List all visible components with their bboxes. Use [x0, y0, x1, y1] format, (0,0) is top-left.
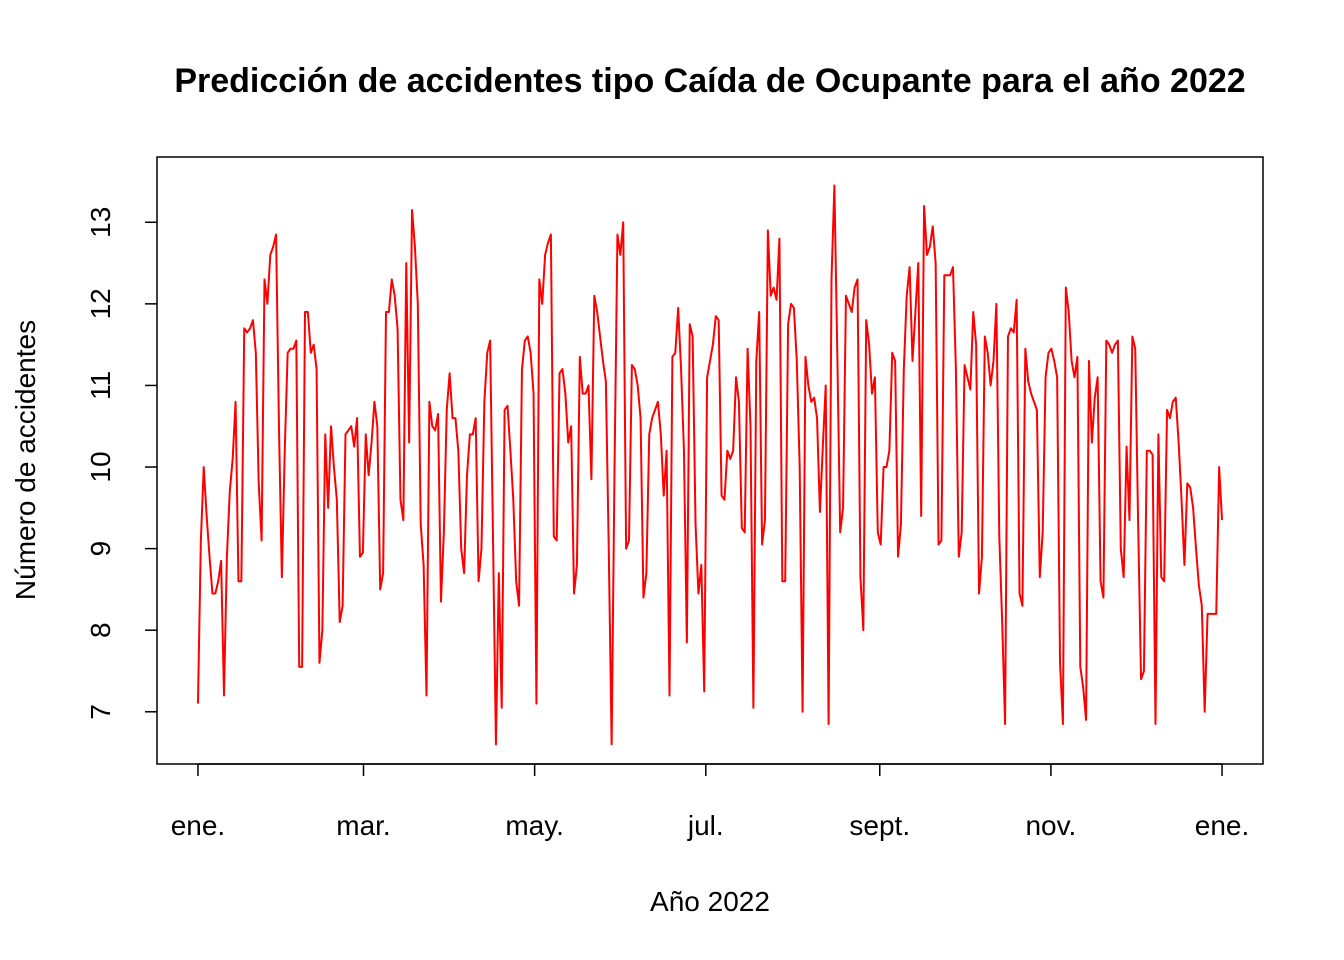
y-tick-label: 8	[85, 622, 116, 638]
y-tick-label: 7	[85, 704, 116, 720]
x-tick-label: sept.	[849, 810, 910, 841]
x-tick-label: mar.	[336, 810, 390, 841]
y-tick-label: 13	[85, 207, 116, 238]
plot-frame	[156, 156, 1264, 765]
y-tick-label: 9	[85, 541, 116, 557]
chart-title: Predicción de accidentes tipo Caída de O…	[174, 62, 1245, 100]
x-tick-label: may.	[505, 810, 564, 841]
y-tick-label: 12	[85, 288, 116, 319]
x-tick-label: ene.	[1195, 810, 1250, 841]
series-line-0	[196, 184, 1224, 746]
y-tick-label: 11	[85, 371, 116, 400]
y-axis: 7 8 9 10 11 12 13	[85, 207, 157, 720]
y-tick-label: 10	[85, 451, 116, 482]
plot-series	[196, 184, 1224, 746]
x-axis-label: Año 2022	[650, 886, 770, 917]
y-axis-label: Número de accidentes	[10, 320, 41, 600]
x-axis: ene. mar. may. jul. sept. nov. ene.	[171, 763, 1250, 841]
x-tick-label: ene.	[171, 810, 226, 841]
x-tick-label: nov.	[1025, 810, 1076, 841]
x-tick-label: jul.	[687, 810, 724, 841]
